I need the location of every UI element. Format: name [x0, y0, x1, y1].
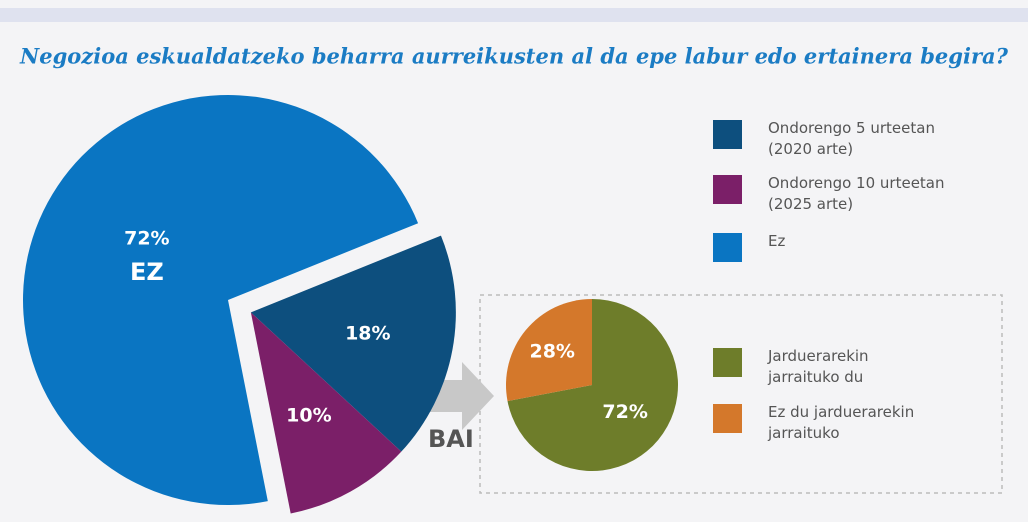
value-label: 28% — [529, 341, 574, 363]
chart-title: Negozioa eskualdatzeko beharra aurreikus… — [19, 44, 1009, 69]
legend-label: Ondorengo 5 urteetan (2020 arte) — [768, 119, 935, 158]
legend-swatch — [713, 233, 742, 262]
pie-slice — [505, 299, 592, 402]
legend-label: Jarduerarekin jarraituko du — [768, 347, 869, 386]
pie-slice — [507, 299, 679, 471]
arrow — [414, 362, 494, 430]
pie-slice — [250, 312, 402, 514]
value-label: 10% — [286, 405, 331, 427]
slice-annotation: EZ — [130, 258, 164, 286]
pie-slice — [250, 235, 456, 452]
legend-swatch — [713, 348, 742, 377]
value-label: 72% — [602, 401, 647, 423]
pie-slice — [23, 95, 419, 506]
arrow-label: BAI — [428, 425, 474, 453]
value-label: 18% — [345, 322, 390, 344]
legend-label: Ez — [768, 232, 786, 250]
legend-swatch — [713, 120, 742, 149]
top-band — [0, 8, 1028, 22]
legend-swatch — [713, 175, 742, 204]
legend-label: Ez du jarduerarekin jarraituko — [768, 403, 915, 442]
value-label: 72% — [124, 228, 169, 250]
legend-label: Ondorengo 10 urteetan (2025 arte) — [768, 174, 945, 213]
legend-swatch — [713, 404, 742, 433]
